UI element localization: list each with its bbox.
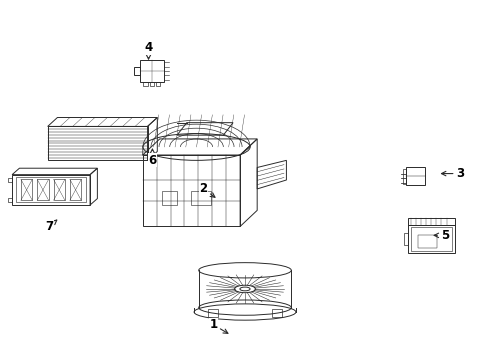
Text: 7: 7: [45, 220, 57, 233]
Text: 6: 6: [148, 149, 156, 167]
Bar: [272, 309, 282, 318]
Text: 5: 5: [434, 229, 449, 242]
Bar: [208, 309, 218, 318]
Text: 1: 1: [209, 318, 228, 333]
Text: 4: 4: [145, 41, 153, 59]
Text: 2: 2: [199, 183, 215, 197]
Text: 3: 3: [441, 167, 465, 180]
